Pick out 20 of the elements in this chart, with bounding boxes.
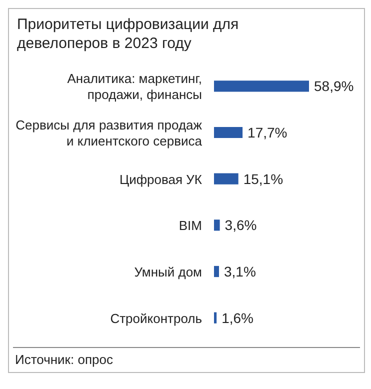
y-tick-label: Умный дом xyxy=(134,264,202,279)
bar xyxy=(214,220,220,231)
y-tick-label: Стройконтроль xyxy=(110,310,202,326)
chart-title: Приоритеты цифровизации для девелоперов в 2023 году xyxy=(16,15,240,54)
text: Источник: опрос xyxy=(13,347,360,372)
bar xyxy=(214,80,309,92)
data-label: 15,1% xyxy=(243,170,284,187)
data-label: 17,7% xyxy=(248,124,288,140)
bar xyxy=(214,126,243,138)
data-label: 58,9% xyxy=(314,78,354,94)
y-tick-label: Сервисы для развития продаж и клиентского сервиса xyxy=(16,117,203,148)
bar xyxy=(214,266,219,278)
y-tick-label: Цифровая УК xyxy=(119,171,202,186)
data-label: 3,6% xyxy=(224,217,257,234)
bar xyxy=(214,312,217,324)
y-tick-label: BIM xyxy=(178,218,202,233)
bar xyxy=(214,173,238,184)
data-label: 3,1% xyxy=(224,263,256,280)
data-label: 1,6% xyxy=(222,310,254,326)
y-tick-label: Аналитика: маркетинг, продажи, финансы xyxy=(67,70,202,102)
